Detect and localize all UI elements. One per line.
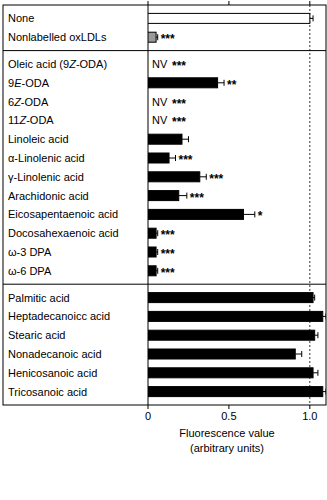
significance: ***: [190, 191, 204, 205]
category-label: 11Z-ODA: [8, 114, 54, 126]
bar: [148, 78, 218, 88]
axis-label: Fluorescence value: [179, 427, 274, 439]
error-bar: [200, 174, 206, 180]
bar: [148, 266, 156, 276]
category-label: Tricosanoic acid: [8, 386, 87, 398]
significance: ***: [161, 247, 175, 261]
category-label: α-Linolenic acid: [8, 152, 85, 164]
y-axis: [148, 5, 149, 405]
bar: [148, 153, 169, 163]
error-bar: [315, 332, 318, 338]
significance: ***: [161, 266, 175, 280]
reference-line: [309, 5, 310, 405]
significance: **: [227, 78, 237, 92]
significance: *: [258, 209, 263, 223]
category-label: Docosahexaenoic acid: [8, 227, 119, 239]
error-bar: [323, 389, 326, 395]
error-bar: [156, 34, 158, 40]
bar: [148, 191, 179, 201]
bar: [148, 172, 200, 182]
error-bar: [243, 211, 254, 217]
tick: [148, 1, 149, 5]
bars: [148, 13, 326, 396]
axis-label: (arbitrary units): [190, 442, 264, 454]
category-label: 6Z-ODA: [8, 96, 49, 108]
tick: [228, 1, 229, 5]
bar: [148, 293, 313, 303]
bar: [148, 387, 323, 397]
category-label: 9E-ODA: [8, 77, 50, 89]
category-label: Henicosanoic acid: [8, 367, 97, 379]
significance: ***: [172, 97, 186, 111]
category-label: Linoleic acid: [8, 133, 69, 145]
significance: ***: [179, 153, 193, 167]
error-bar: [156, 230, 158, 236]
significance: ***: [161, 228, 175, 242]
bar: [148, 349, 295, 359]
bar: [148, 368, 313, 378]
bar: [148, 13, 310, 23]
tick-label: 0: [145, 410, 151, 422]
group-separator: [3, 284, 326, 285]
significance: ***: [172, 115, 186, 129]
error-bar: [169, 155, 175, 161]
error-bar: [310, 15, 313, 21]
category-label: Oleic acid (9Z-ODA): [8, 58, 107, 70]
significance: ***: [172, 59, 186, 73]
category-label: ω-6 DPA: [8, 265, 52, 277]
tick: [309, 1, 310, 5]
error-bar: [156, 249, 158, 255]
category-label: Nonadecanoic acid: [8, 348, 102, 360]
bar: [148, 330, 315, 340]
error-bar: [182, 136, 188, 142]
category-label: γ-Linolenic acid: [8, 171, 84, 183]
bar: [148, 209, 243, 219]
error-bar: [313, 295, 315, 301]
tick: [148, 405, 149, 409]
error-bar: [323, 313, 326, 319]
tick-label: 0.5: [221, 410, 236, 422]
category-label: ω-3 DPA: [8, 246, 52, 258]
tick: [228, 405, 229, 409]
value-label: NV: [152, 58, 168, 70]
category-label: Heptadecanoicc acid: [8, 310, 110, 322]
error-bar: [179, 193, 187, 199]
significance: ***: [209, 172, 223, 186]
frame: [3, 5, 326, 405]
tick: [309, 405, 310, 409]
bar: [148, 311, 323, 321]
category-label: Nonlabelled oxLDLs: [8, 31, 107, 43]
chart: 0 0.5 1.0 Fluorescence value (arbitrary unit…: [0, 0, 327, 500]
category-label: Palmitic acid: [8, 292, 70, 304]
category-label: Eicosapentaenoic acid: [8, 208, 118, 220]
value-label: NV: [152, 114, 168, 126]
bar: [148, 134, 182, 144]
error-bar: [295, 351, 301, 357]
error-bar: [218, 80, 224, 86]
group-separator: [3, 50, 326, 51]
significance: ***: [161, 32, 175, 46]
bar: [148, 32, 156, 42]
bar: [148, 247, 156, 257]
error-bar: [156, 268, 158, 274]
category-label: None: [8, 12, 34, 24]
bar: [148, 228, 156, 238]
tick-label: 1.0: [302, 410, 317, 422]
category-label: Arachidonic acid: [8, 190, 89, 202]
error-bar: [313, 370, 318, 376]
category-label: Stearic acid: [8, 329, 65, 341]
value-label: NV: [152, 96, 168, 108]
